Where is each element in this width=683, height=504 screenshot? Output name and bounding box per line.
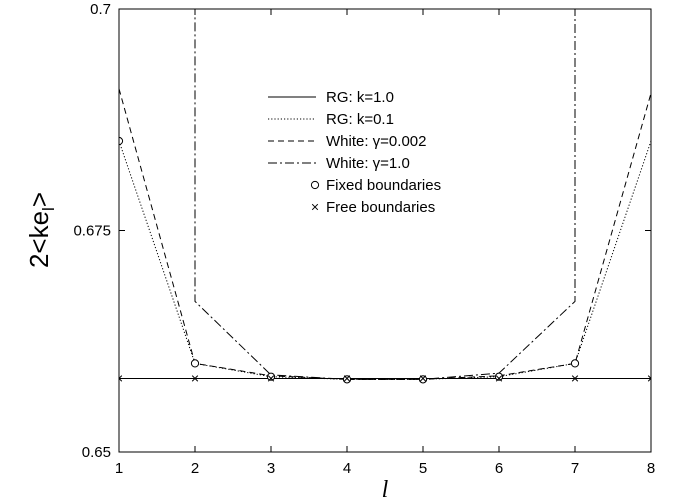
x-tick-label: 8 — [647, 460, 655, 477]
data-point-cross — [495, 375, 503, 382]
data-point-circle — [266, 372, 276, 381]
y-axis-title-subscript: l — [39, 207, 58, 211]
y-axis-title-main: 2<ke — [24, 211, 54, 268]
data-point-circle — [342, 375, 352, 384]
legend: RG: k=1.0 RG: k=0.1 White: γ=0.002 White: γ… — [268, 89, 441, 216]
data-point-cross — [419, 375, 427, 382]
y-axis-title: 2<kel> — [24, 192, 58, 268]
data-point-circle — [570, 359, 580, 368]
legend-label: White: γ=0.002 — [326, 133, 426, 150]
legend-label: Free boundaries — [326, 199, 435, 216]
legend-marker-sample — [310, 180, 320, 190]
x-tick-label: 5 — [419, 460, 427, 477]
y-axis-title-suffix: > — [24, 192, 54, 207]
x-axis-title: l — [382, 477, 389, 503]
legend-label: Fixed boundaries — [326, 177, 441, 194]
data-point-circle — [494, 372, 504, 381]
x-tick-label: 4 — [343, 460, 351, 477]
y-tick-label: 0.65 — [82, 444, 111, 461]
data-point-circle — [190, 359, 200, 368]
data-point-cross — [267, 375, 275, 382]
data-point-cross — [343, 375, 351, 382]
data-point-cross — [647, 375, 651, 382]
series-line — [194, 9, 576, 380]
legend-label: White: γ=1.0 — [326, 155, 410, 172]
x-tick-label: 2 — [191, 460, 199, 477]
data-point-cross — [191, 375, 199, 382]
legend-label: RG: k=0.1 — [326, 111, 394, 128]
ticks-layer: 1 2 3 4 5 6 7 8 0.65 0.675 0.7 — [73, 1, 655, 477]
series-line — [119, 88, 651, 380]
x-tick-label: 1 — [115, 460, 123, 477]
legend-marker-sample — [311, 203, 319, 211]
legend-label: RG: k=1.0 — [326, 89, 394, 106]
data-point-circle — [418, 375, 428, 384]
data-point-cross — [119, 375, 123, 382]
x-tick-label: 6 — [495, 460, 503, 477]
plot-frame — [118, 8, 652, 453]
x-tick-label: 7 — [571, 460, 579, 477]
y-tick-label: 0.7 — [90, 1, 111, 18]
x-tick-label: 3 — [267, 460, 275, 477]
data-point-cross — [571, 375, 579, 382]
y-tick-label: 0.675 — [73, 223, 111, 240]
series-layer — [119, 9, 651, 384]
